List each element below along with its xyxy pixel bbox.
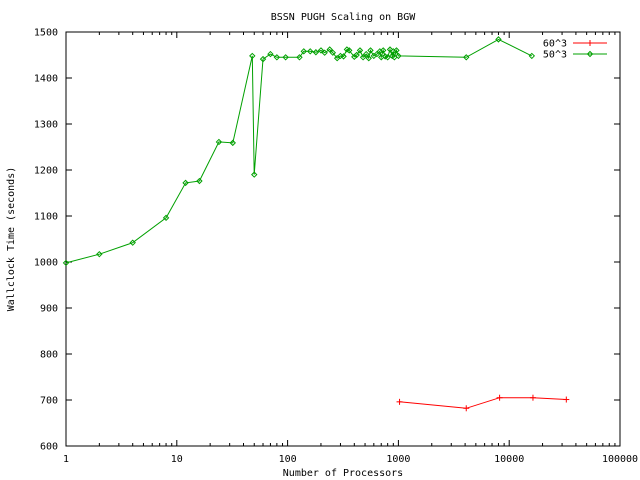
- data-point: [529, 394, 536, 401]
- x-tick-label: 100000: [602, 454, 638, 465]
- legend-marker: [587, 40, 593, 46]
- data-point: [362, 50, 370, 58]
- data-point: [528, 52, 536, 60]
- data-point: [496, 394, 503, 401]
- data-point: [215, 138, 223, 146]
- legend: 60^350^3: [543, 39, 607, 61]
- data-point: [395, 52, 402, 60]
- data-point: [282, 54, 289, 61]
- data-point: [376, 48, 384, 55]
- data-point: [249, 52, 256, 60]
- data-point: [321, 49, 328, 56]
- y-tick-label: 1300: [34, 120, 58, 131]
- y-axis-ticks: 600 700 800 900 1000 1100 1200 1300 1400 1500: [34, 28, 620, 453]
- x-tick-label: 1000: [386, 454, 410, 465]
- data-point: [182, 179, 189, 187]
- data-point: [96, 250, 103, 258]
- data-point: [326, 46, 333, 53]
- data-point: [390, 48, 397, 55]
- chart-title: BSSN PUGH Scaling on BGW: [271, 12, 416, 23]
- x-axis-label: Number of Processors: [283, 468, 403, 479]
- y-axis-label: Wallclock Time (seconds): [6, 167, 17, 312]
- data-point: [356, 47, 364, 54]
- data-point: [393, 47, 400, 54]
- data-point: [386, 46, 394, 53]
- x-tick-label: 10: [171, 454, 183, 465]
- data-point: [307, 48, 314, 55]
- y-tick-label: 900: [40, 304, 58, 315]
- data-point: [296, 54, 303, 61]
- plot-border: [65, 31, 621, 447]
- y-tick-label: 700: [40, 396, 58, 407]
- data-point: [300, 48, 307, 55]
- y-tick-label: 1200: [34, 166, 58, 177]
- x-tick-label: 100: [279, 454, 297, 465]
- data-point: [196, 177, 203, 185]
- data-point: [384, 54, 391, 61]
- data-point: [353, 51, 360, 59]
- legend-marker: [586, 50, 594, 58]
- x-tick-label: 10000: [494, 454, 524, 465]
- y-tick-label: 600: [40, 442, 58, 453]
- y-tick-label: 1000: [34, 258, 58, 269]
- data-point: [563, 396, 570, 403]
- y-tick-label: 1400: [34, 74, 58, 85]
- data-point: [229, 139, 236, 147]
- data-point: [267, 50, 274, 58]
- data-point: [62, 259, 70, 267]
- series-1: [62, 36, 536, 267]
- data-point: [273, 54, 281, 61]
- data-point: [317, 47, 325, 54]
- data-point: [365, 55, 372, 62]
- data-point: [312, 49, 320, 56]
- data-point: [367, 47, 374, 54]
- x-axis-ticks: 1 10 100 1000 10000 100000: [63, 32, 638, 465]
- x-tick-label: 1: [63, 454, 69, 465]
- data-point: [495, 36, 502, 43]
- data-point: [340, 53, 347, 60]
- series-layer: [62, 36, 570, 412]
- data-point: [329, 49, 337, 56]
- data-point: [359, 54, 367, 61]
- data-point: [129, 239, 136, 246]
- data-point: [463, 405, 470, 412]
- data-point: [251, 171, 258, 178]
- y-tick-label: 1500: [34, 28, 58, 39]
- series-line: [65, 38, 533, 264]
- data-point: [346, 47, 353, 54]
- data-point: [351, 53, 358, 61]
- y-tick-label: 1100: [34, 212, 58, 223]
- legend-label: 60^3: [543, 39, 567, 50]
- data-point: [259, 55, 267, 63]
- y-tick-label: 800: [40, 350, 58, 361]
- data-point: [396, 398, 403, 405]
- data-point: [379, 47, 387, 54]
- legend-label: 50^3: [543, 50, 567, 61]
- data-point: [162, 214, 170, 222]
- data-point: [463, 54, 470, 61]
- series-0: [396, 394, 570, 412]
- plot-frame: [65, 31, 621, 447]
